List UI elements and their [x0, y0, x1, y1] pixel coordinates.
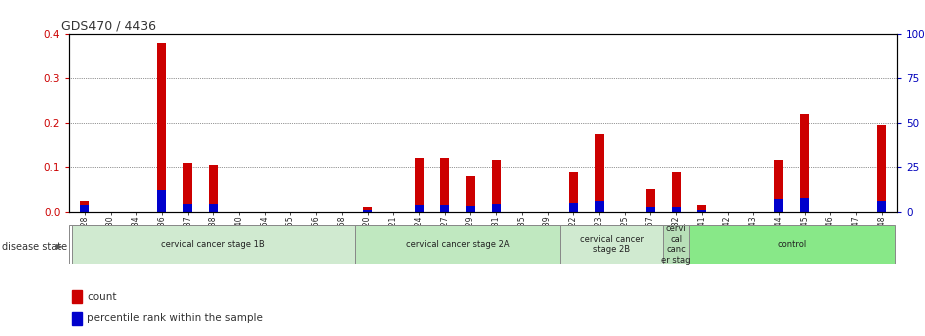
- Bar: [697, 205, 707, 212]
- Text: cervical cancer stage 2A: cervical cancer stage 2A: [406, 240, 510, 249]
- Bar: [492, 204, 500, 212]
- Bar: [569, 172, 578, 212]
- Bar: [80, 205, 90, 212]
- Bar: [466, 206, 475, 212]
- Bar: [364, 207, 372, 212]
- Bar: [183, 163, 192, 212]
- Bar: [595, 201, 603, 212]
- Bar: [440, 158, 450, 212]
- Bar: [774, 199, 783, 212]
- Bar: [414, 158, 424, 212]
- Bar: [800, 114, 809, 212]
- Bar: [209, 165, 218, 212]
- Bar: [466, 176, 475, 212]
- Bar: [492, 161, 500, 212]
- Bar: [697, 210, 707, 212]
- Text: GDS470 / 4436: GDS470 / 4436: [61, 19, 156, 33]
- Bar: [72, 290, 81, 303]
- Text: ▶: ▶: [56, 243, 63, 251]
- Bar: [646, 190, 655, 212]
- Bar: [663, 225, 689, 264]
- Bar: [72, 225, 355, 264]
- Bar: [157, 42, 166, 212]
- Text: cervical cancer stage 1B: cervical cancer stage 1B: [162, 240, 265, 249]
- Bar: [672, 207, 681, 212]
- Text: count: count: [87, 292, 117, 301]
- Bar: [646, 207, 655, 212]
- Bar: [157, 190, 166, 212]
- Bar: [72, 312, 81, 325]
- Bar: [672, 172, 681, 212]
- Bar: [569, 203, 578, 212]
- Bar: [689, 225, 894, 264]
- Text: disease state: disease state: [2, 242, 67, 252]
- Text: cervical cancer
stage 2B: cervical cancer stage 2B: [580, 235, 644, 254]
- Bar: [595, 134, 603, 212]
- Bar: [877, 125, 886, 212]
- Bar: [414, 205, 424, 212]
- Bar: [183, 204, 192, 212]
- Bar: [209, 204, 218, 212]
- Bar: [364, 210, 372, 212]
- Bar: [440, 205, 450, 212]
- Text: cervi
cal
canc
er stag: cervi cal canc er stag: [661, 224, 691, 264]
- Bar: [355, 225, 561, 264]
- Bar: [561, 225, 663, 264]
- Bar: [800, 198, 809, 212]
- Text: percentile rank within the sample: percentile rank within the sample: [87, 313, 263, 323]
- Bar: [877, 201, 886, 212]
- Text: control: control: [777, 240, 807, 249]
- Bar: [774, 161, 783, 212]
- Bar: [80, 201, 90, 212]
